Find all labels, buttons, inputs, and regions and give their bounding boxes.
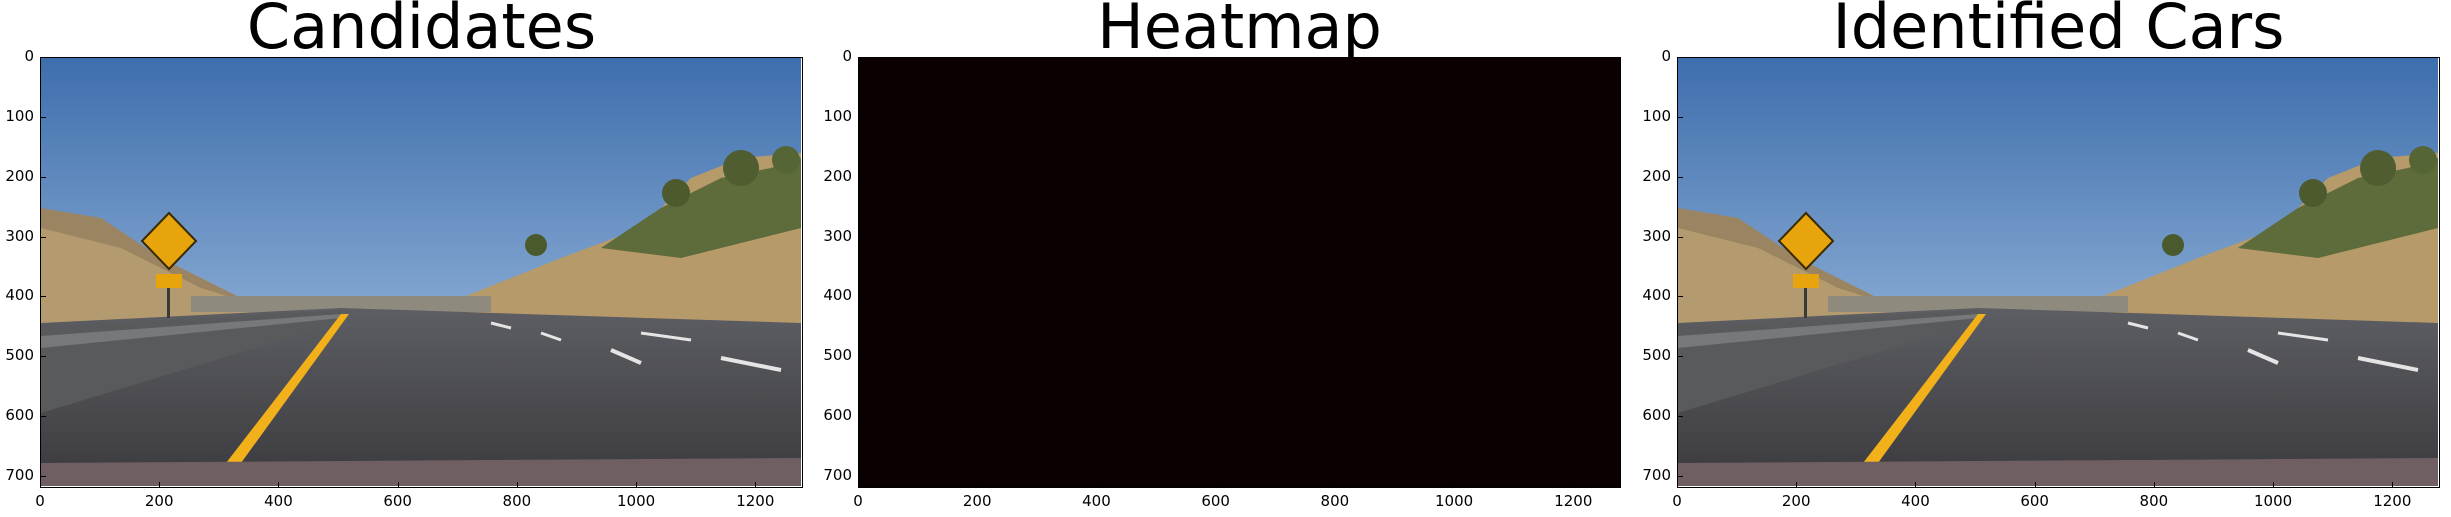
y-tick-mark: [1677, 116, 1683, 118]
x-tick-label: 1000: [617, 492, 656, 510]
x-tick-mark: [636, 482, 638, 488]
x-tick-label: 600: [2020, 492, 2049, 510]
x-tick-label: 400: [1901, 492, 1930, 510]
y-tick-mark: [858, 416, 864, 418]
y-tick-mark: [858, 236, 864, 238]
x-tick-label: 1200: [736, 492, 775, 510]
y-tick-label: 500: [823, 346, 852, 365]
y-tick-label: 100: [1642, 106, 1671, 125]
y-tick-label: 300: [5, 226, 34, 245]
heatmap-image: [858, 57, 1621, 488]
x-tick-label: 1200: [2373, 492, 2412, 510]
x-tick-label: 400: [264, 492, 293, 510]
y-tick-label: 400: [5, 286, 34, 305]
y-tick-label: 500: [1642, 346, 1671, 365]
y-tick-label: 0: [1661, 47, 1671, 65]
panel-title-candidates: Candidates: [246, 0, 597, 63]
x-tick-label: 600: [383, 492, 412, 510]
y-tick-label: 700: [823, 466, 852, 485]
y-tick-label: 700: [1642, 466, 1671, 485]
x-tick-mark: [278, 482, 280, 488]
y-tick-mark: [1677, 296, 1683, 298]
y-tick-mark: [1677, 356, 1683, 358]
x-tick-label: 800: [2139, 492, 2169, 510]
y-tick-mark: [1677, 476, 1683, 478]
y-tick-mark: [40, 176, 46, 178]
x-tick-label: 200: [962, 492, 992, 510]
x-tick-mark: [2034, 482, 2036, 488]
panel-title-heatmap: Heatmap: [1097, 0, 1382, 63]
x-tick-label: 1200: [1554, 492, 1593, 510]
y-tick-mark: [40, 356, 46, 358]
y-tick-mark: [858, 176, 864, 178]
x-tick-label: 600: [1201, 492, 1230, 510]
y-tick-mark: [858, 476, 864, 478]
x-tick-mark: [755, 482, 757, 488]
y-tick-label: 100: [823, 106, 852, 125]
y-tick-label: 200: [1642, 166, 1671, 185]
y-tick-label: 700: [5, 466, 34, 485]
y-tick-mark: [858, 116, 864, 118]
x-tick-mark: [1677, 482, 1678, 488]
x-tick-mark: [516, 482, 518, 488]
y-tick-mark: [1677, 236, 1683, 238]
x-tick-label: 200: [1781, 492, 1811, 510]
y-tick-label: 600: [5, 406, 34, 425]
y-tick-label: 300: [823, 226, 852, 245]
y-tick-label: 500: [5, 346, 34, 365]
y-tick-mark: [858, 57, 864, 58]
y-tick-mark: [40, 236, 46, 238]
y-tick-label: 400: [823, 286, 852, 305]
y-tick-mark: [40, 476, 46, 478]
y-tick-label: 400: [1642, 286, 1671, 305]
y-tick-label: 0: [24, 47, 34, 65]
y-tick-mark: [1677, 57, 1683, 58]
x-tick-label: 1000: [1435, 492, 1474, 510]
x-tick-mark: [397, 482, 399, 488]
x-tick-mark: [2273, 482, 2275, 488]
road-scene-identified-cars: [1678, 58, 2438, 486]
x-tick-label: 0: [35, 492, 45, 510]
x-tick-mark: [40, 482, 41, 488]
x-tick-mark: [1334, 482, 1336, 488]
x-tick-label: 1000: [2254, 492, 2293, 510]
y-tick-label: 100: [5, 106, 34, 125]
x-tick-mark: [159, 482, 161, 488]
y-tick-mark: [858, 356, 864, 358]
y-tick-label: 300: [1642, 226, 1671, 245]
candidates-image: [40, 57, 803, 488]
x-tick-label: 0: [1672, 492, 1682, 510]
x-tick-label: 800: [502, 492, 532, 510]
x-tick-mark: [1573, 482, 1575, 488]
identified-cars-image: [1677, 57, 2440, 488]
x-tick-label: 800: [1320, 492, 1350, 510]
y-tick-label: 200: [823, 166, 852, 185]
x-tick-mark: [2153, 482, 2155, 488]
y-tick-label: 600: [823, 406, 852, 425]
x-tick-mark: [2392, 482, 2394, 488]
y-tick-mark: [858, 296, 864, 298]
x-tick-label: 200: [144, 492, 174, 510]
y-tick-label: 600: [1642, 406, 1671, 425]
x-tick-mark: [1215, 482, 1217, 488]
x-tick-mark: [858, 482, 859, 488]
panel-title-identified-cars: Identified Cars: [1832, 0, 2285, 63]
y-tick-mark: [40, 57, 46, 58]
x-tick-label: 400: [1082, 492, 1111, 510]
y-tick-mark: [40, 416, 46, 418]
road-scene-candidates: [41, 58, 801, 486]
y-tick-label: 200: [5, 166, 34, 185]
y-tick-mark: [1677, 416, 1683, 418]
y-tick-label: 0: [842, 47, 852, 65]
x-tick-mark: [1096, 482, 1098, 488]
x-tick-mark: [1454, 482, 1456, 488]
y-tick-mark: [40, 116, 46, 118]
x-tick-mark: [1796, 482, 1798, 488]
x-tick-mark: [1915, 482, 1917, 488]
x-tick-mark: [977, 482, 979, 488]
x-tick-label: 0: [853, 492, 863, 510]
y-tick-mark: [40, 296, 46, 298]
y-tick-mark: [1677, 176, 1683, 178]
